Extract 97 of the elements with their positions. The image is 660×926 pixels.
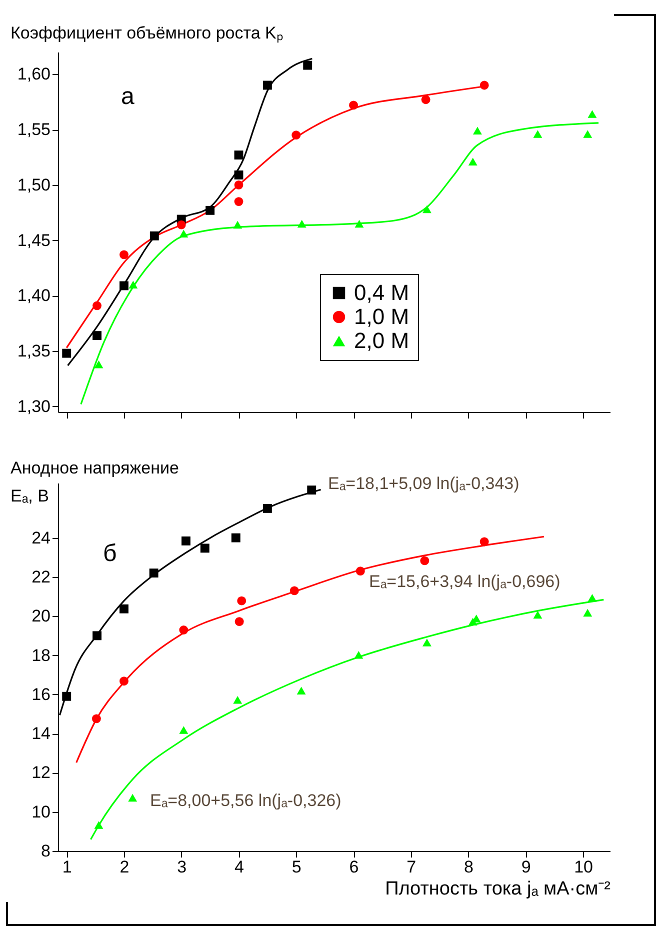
point	[234, 150, 244, 160]
point	[120, 250, 128, 260]
y-axis-title: Анодное напряжение Eₐ, В	[10, 458, 179, 506]
x-tick-label: 1	[62, 858, 72, 876]
point	[120, 604, 128, 614]
y-tick-label: 1,40	[17, 286, 50, 306]
x-tick-label: 8	[464, 858, 474, 876]
point	[533, 130, 542, 138]
point	[92, 301, 102, 310]
point	[181, 536, 190, 546]
point	[150, 231, 159, 240]
point	[262, 504, 272, 513]
point	[231, 533, 240, 542]
point	[94, 821, 104, 829]
point	[420, 556, 430, 566]
annotation: Eₐ=15,6+3,94 ln(jₐ-0,696)	[369, 572, 560, 591]
y-tick-label: 16	[32, 684, 50, 704]
point	[296, 686, 306, 695]
point	[234, 197, 244, 206]
point	[233, 696, 242, 704]
y-axis-title: Коэффициент объёмного роста Kₚ	[10, 24, 284, 44]
y-tick-label: 1,45	[17, 230, 50, 250]
point	[92, 331, 102, 340]
point	[120, 281, 128, 290]
point	[422, 205, 432, 214]
x-tick-label: 4	[234, 858, 244, 876]
legend-label: 1,0 M	[354, 304, 410, 329]
legend-label: 2,0 M	[354, 328, 410, 353]
point	[149, 568, 158, 578]
point	[307, 486, 316, 495]
y-tick-label: 12	[32, 763, 50, 782]
point	[94, 360, 104, 368]
y-tick-label: 1,55	[17, 120, 50, 140]
point	[234, 180, 244, 190]
point	[206, 206, 215, 215]
y-tick-label: 1,50	[17, 175, 50, 194]
point	[290, 586, 299, 596]
point	[354, 220, 364, 228]
point	[92, 714, 101, 724]
point	[128, 280, 138, 288]
annotation: а	[121, 83, 135, 110]
y-tick-label: 24	[32, 528, 50, 548]
x-tick-label: 10	[574, 858, 593, 876]
point	[234, 170, 244, 180]
point	[421, 95, 430, 104]
point	[179, 626, 188, 634]
line-series	[80, 122, 600, 406]
y-tick-label: 14	[32, 724, 50, 744]
point	[297, 220, 306, 228]
y-tick-label: 8	[41, 842, 50, 860]
point	[588, 594, 597, 602]
point	[422, 638, 432, 646]
point	[349, 100, 358, 110]
point	[62, 692, 72, 701]
point	[234, 617, 244, 626]
x-tick-label: 6	[349, 858, 359, 876]
x-tick-label: 5	[292, 858, 302, 876]
point	[237, 596, 246, 606]
y-tick-label: 1,30	[17, 396, 50, 416]
x-tick-label: 2	[120, 858, 130, 876]
point	[480, 80, 489, 90]
y-tick-label: 18	[32, 646, 50, 665]
point	[588, 110, 597, 118]
y-tick-label: 10	[32, 802, 50, 822]
point	[583, 608, 592, 617]
point	[583, 130, 592, 138]
point	[92, 631, 102, 640]
x-tick-label: 3	[177, 858, 187, 876]
point	[354, 650, 364, 659]
point	[233, 220, 242, 229]
point	[533, 610, 542, 619]
point	[303, 60, 312, 70]
point	[179, 230, 188, 238]
point	[472, 126, 482, 135]
point	[480, 537, 489, 546]
point	[179, 726, 188, 734]
point	[356, 566, 365, 576]
point	[176, 220, 186, 230]
point	[262, 80, 272, 90]
y-tick-label: 1,35	[17, 342, 50, 361]
annotation: Eₐ=18,1+5,09 ln(jₐ-0,343)	[328, 474, 520, 493]
point	[200, 544, 210, 553]
point	[128, 794, 138, 802]
annotation: Eₐ=8,00+5,56 ln(jₐ-0,326)	[150, 791, 342, 810]
line-series	[66, 58, 313, 366]
x-axis-title: Плотность тока jₐ мА·см⁻²	[385, 878, 610, 900]
legend-label: 0,4 M	[354, 280, 410, 305]
x-tick-label: 9	[521, 858, 531, 876]
point	[62, 348, 72, 358]
y-tick-label: 20	[32, 606, 50, 626]
x-tick-label: 7	[406, 858, 416, 876]
annotation: б	[103, 540, 117, 567]
point	[120, 676, 128, 686]
point	[292, 130, 301, 140]
y-tick-label: 1,60	[17, 64, 50, 84]
point	[468, 158, 478, 166]
y-tick-label: 22	[32, 567, 50, 586]
